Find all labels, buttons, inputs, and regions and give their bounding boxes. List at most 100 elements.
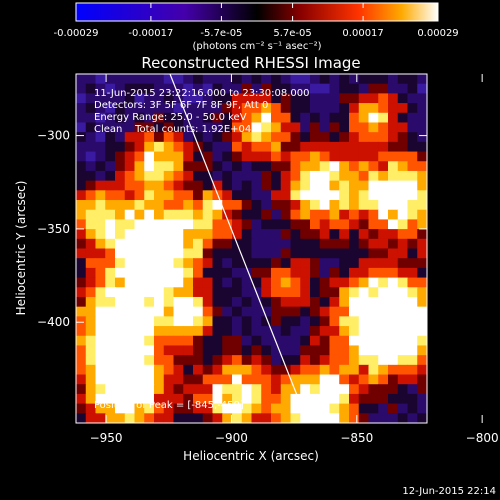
heatmap-cell — [407, 238, 418, 250]
heatmap-cell — [329, 161, 340, 172]
heatmap-cell — [358, 287, 370, 298]
y-tick-label: −350 — [37, 222, 70, 236]
heatmap-cell — [280, 170, 292, 182]
heatmap-cell — [163, 296, 175, 308]
heatmap-cell — [222, 74, 233, 85]
heatmap-cell — [105, 122, 116, 133]
heatmap-cell — [154, 345, 165, 356]
heatmap-cell — [300, 248, 311, 259]
heatmap-cell — [163, 229, 175, 240]
heatmap-cell — [183, 364, 194, 376]
heatmap-cell — [407, 326, 418, 337]
heatmap-cell — [329, 277, 340, 288]
heatmap-cell — [417, 132, 427, 143]
heatmap-cell — [280, 151, 292, 162]
heatmap-cell — [124, 229, 136, 240]
heatmap-cell — [76, 132, 87, 143]
heatmap-cell — [280, 83, 292, 94]
heatmap-cell — [202, 413, 214, 423]
heatmap-cell — [163, 122, 175, 133]
heatmap-cell — [232, 306, 243, 317]
heatmap-cell — [261, 326, 272, 337]
y-tick-label: −300 — [37, 129, 70, 143]
heatmap-cell — [222, 345, 233, 356]
heatmap-cell — [241, 200, 253, 211]
heatmap-cell — [388, 277, 399, 288]
heatmap-cell — [407, 93, 418, 104]
heatmap-cell — [378, 258, 389, 269]
heatmap-cell — [144, 170, 155, 182]
heatmap-cell — [232, 229, 243, 240]
heatmap-cell — [290, 238, 301, 250]
heatmap-cell — [251, 190, 262, 201]
heatmap-cell — [222, 83, 233, 94]
heatmap-cell — [222, 403, 233, 414]
heatmap-cell — [310, 132, 321, 143]
heatmap-cell — [368, 345, 379, 356]
heatmap-cell — [154, 238, 165, 250]
heatmap-cell — [368, 393, 379, 405]
heatmap-cell — [134, 122, 145, 133]
heatmap-cell — [300, 190, 311, 201]
heatmap-cell — [241, 316, 253, 327]
heatmap-cell — [378, 229, 389, 240]
heatmap-cell — [319, 316, 331, 327]
heatmap-cell — [202, 277, 214, 288]
heatmap-cell — [378, 103, 389, 114]
x-tick-label: −950 — [90, 431, 123, 445]
heatmap-cell — [319, 180, 331, 191]
heatmap-cell — [183, 335, 194, 347]
heatmap-cell — [76, 200, 87, 211]
heatmap-cell — [290, 161, 301, 172]
heatmap-cell — [388, 393, 399, 405]
heatmap-cell — [212, 161, 223, 172]
heatmap-cell — [105, 219, 116, 230]
heatmap-cell — [212, 103, 223, 114]
heatmap-cell — [144, 364, 155, 376]
heatmap-cell — [134, 151, 145, 162]
heatmap-cell — [407, 384, 418, 395]
heatmap-cell — [85, 306, 97, 317]
heatmap-cell — [368, 141, 379, 153]
heatmap-cell — [105, 248, 116, 259]
heatmap-cell — [358, 209, 370, 221]
heatmap-cell — [163, 200, 175, 211]
heatmap-cell — [115, 112, 126, 124]
heatmap-cell — [329, 306, 340, 317]
heatmap-cell — [193, 229, 204, 240]
heatmap-cell — [173, 355, 184, 366]
heatmap-cell — [163, 413, 175, 423]
heatmap-cell — [329, 258, 340, 269]
heatmap-cell — [388, 170, 399, 182]
heatmap-cell — [261, 132, 272, 143]
heatmap-cell — [368, 200, 379, 211]
heatmap-cell — [173, 374, 184, 385]
heatmap-cell — [378, 267, 389, 279]
heatmap-cell — [310, 296, 321, 308]
heatmap-cell — [232, 219, 243, 230]
heatmap-cell — [124, 200, 136, 211]
heatmap-cell — [154, 277, 165, 288]
heatmap-cell — [271, 355, 282, 366]
heatmap-cell — [95, 296, 106, 308]
heatmap-cell — [76, 374, 87, 385]
heatmap-cell — [397, 267, 409, 279]
heatmap-cell — [310, 267, 321, 279]
heatmap-cell — [280, 384, 292, 395]
heatmap-cell — [193, 306, 204, 317]
heatmap-cell — [417, 209, 427, 221]
heatmap-cell — [329, 326, 340, 337]
heatmap-cell — [134, 345, 145, 356]
heatmap-cell — [290, 83, 301, 94]
heatmap-cell — [124, 103, 136, 114]
colorbar-ticks: -0.00029 -0.00017 -5.7e-05 5.7e-05 0.00017 0.… — [54, 3, 459, 39]
heatmap-cell — [144, 413, 155, 423]
heatmap-cell — [378, 296, 389, 308]
heatmap-cell — [134, 384, 145, 395]
heatmap-cell — [154, 190, 165, 201]
heatmap-cell — [329, 364, 340, 376]
heatmap-cell — [397, 170, 409, 182]
heatmap-cell — [319, 345, 331, 356]
heatmap-cell — [417, 190, 427, 201]
heatmap-cell — [300, 132, 311, 143]
